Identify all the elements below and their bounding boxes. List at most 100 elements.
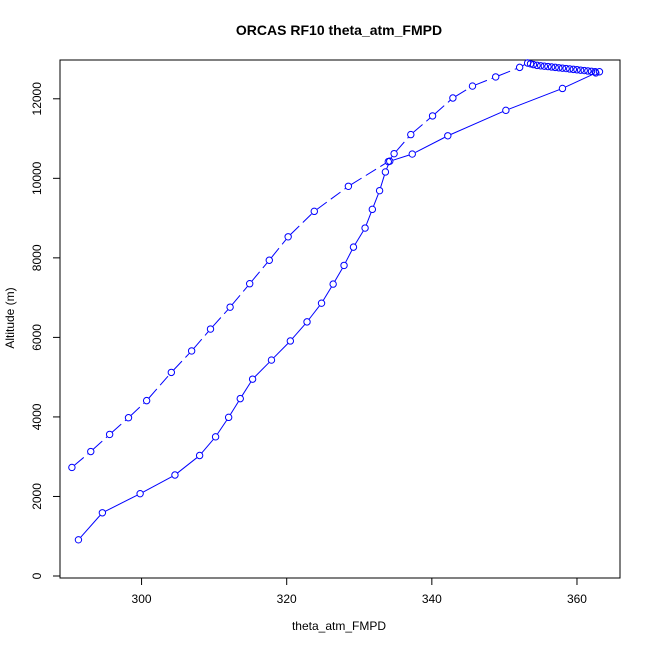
series-line-segment [392,154,410,161]
y-tick-label: 10000 [30,161,44,195]
data-point [226,303,234,311]
series-line-segment [217,419,228,435]
series-line-segment [434,99,451,114]
series-line-segment [74,453,89,466]
series-line-segment [508,89,560,110]
series-line-segment [292,324,306,339]
data-point [248,375,257,383]
series-line-segment [380,175,385,188]
data-point [566,65,574,73]
series-line-segment [231,286,248,305]
data-point [533,61,541,70]
series-line-segment [290,213,313,235]
series-line-segment [177,457,198,474]
data-point [124,414,133,422]
data-point [591,68,599,76]
data-point [381,168,390,176]
series-line-segment [105,494,138,512]
data-point [587,67,596,76]
series-line-segment [271,239,287,258]
data-point [444,132,452,140]
data-point [329,280,337,288]
series-line-segment [413,117,431,133]
series-line-segment [93,436,108,450]
data-point [340,261,348,270]
data-point [211,433,220,441]
series-line-segment [308,305,320,320]
series-2 [68,59,604,472]
data-point [286,337,295,345]
data-point [468,82,477,90]
data-point [98,509,107,517]
data-point [361,224,369,232]
data-point [68,463,76,472]
data-point [529,60,538,69]
data-point [580,66,588,75]
chart-title: ORCAS RF10 theta_atm_FMPD [236,22,442,38]
series-line-segment [389,156,393,160]
data-point [555,64,563,72]
data-point [368,205,377,214]
data-point [284,233,292,241]
data-point [375,186,384,195]
series-line-segment [193,331,209,349]
data-point [74,536,83,544]
data-point [245,280,254,288]
series-line-segment [450,111,503,135]
series-line-segment [148,374,170,399]
series-layer [68,59,604,544]
data-point [428,112,437,120]
data-point [187,347,196,355]
data-point [171,471,179,479]
series-line-segment [316,187,346,210]
data-point [584,67,592,75]
data-point [142,396,151,405]
series-line-segment [251,262,268,282]
x-axis: 300 320 340 360 [132,577,587,606]
data-point [569,65,578,74]
data-point [236,394,244,403]
y-tick-label: 2000 [30,483,44,510]
data-point [407,130,415,139]
series-line-segment [396,136,409,152]
data-point [195,451,204,460]
data-point [265,256,273,264]
y-tick-label: 8000 [30,244,44,271]
series-line-segment [475,77,493,86]
series-line-segment [241,381,252,396]
data-point [317,299,326,307]
x-tick-label: 340 [422,592,442,606]
data-point [592,69,600,77]
data-point [224,413,233,422]
series-line-segment [254,362,270,378]
series-line-segment [498,68,517,77]
data-point [515,63,524,72]
data-point [384,157,392,166]
y-tick-label: 12000 [30,82,44,116]
series-line-segment [365,212,372,225]
data-point [344,182,353,190]
data-point [558,64,567,72]
series-line-segment [415,136,445,153]
x-tick-label: 300 [132,592,152,606]
data-point [540,62,549,70]
data-point [562,64,570,73]
data-point [551,63,559,72]
data-point [576,66,585,74]
data-point [595,68,604,76]
data-point [136,489,144,498]
series-line-segment [173,353,190,371]
series-line-segment [273,343,289,358]
x-axis-label: theta_atm_FMPD [292,619,386,633]
series-line-segment [351,163,386,185]
data-point [544,62,552,71]
y-axis: 0 2000 4000 6000 8000 10000 12000 [30,82,61,579]
x-tick-label: 360 [567,592,587,606]
data-point [449,94,457,102]
x-tick-label: 320 [277,592,297,606]
series-line-segment [111,419,127,433]
series-line-segment [455,87,470,97]
series-line-segment [201,439,214,454]
y-tick-label: 6000 [30,324,44,351]
series-line-segment [322,286,332,301]
